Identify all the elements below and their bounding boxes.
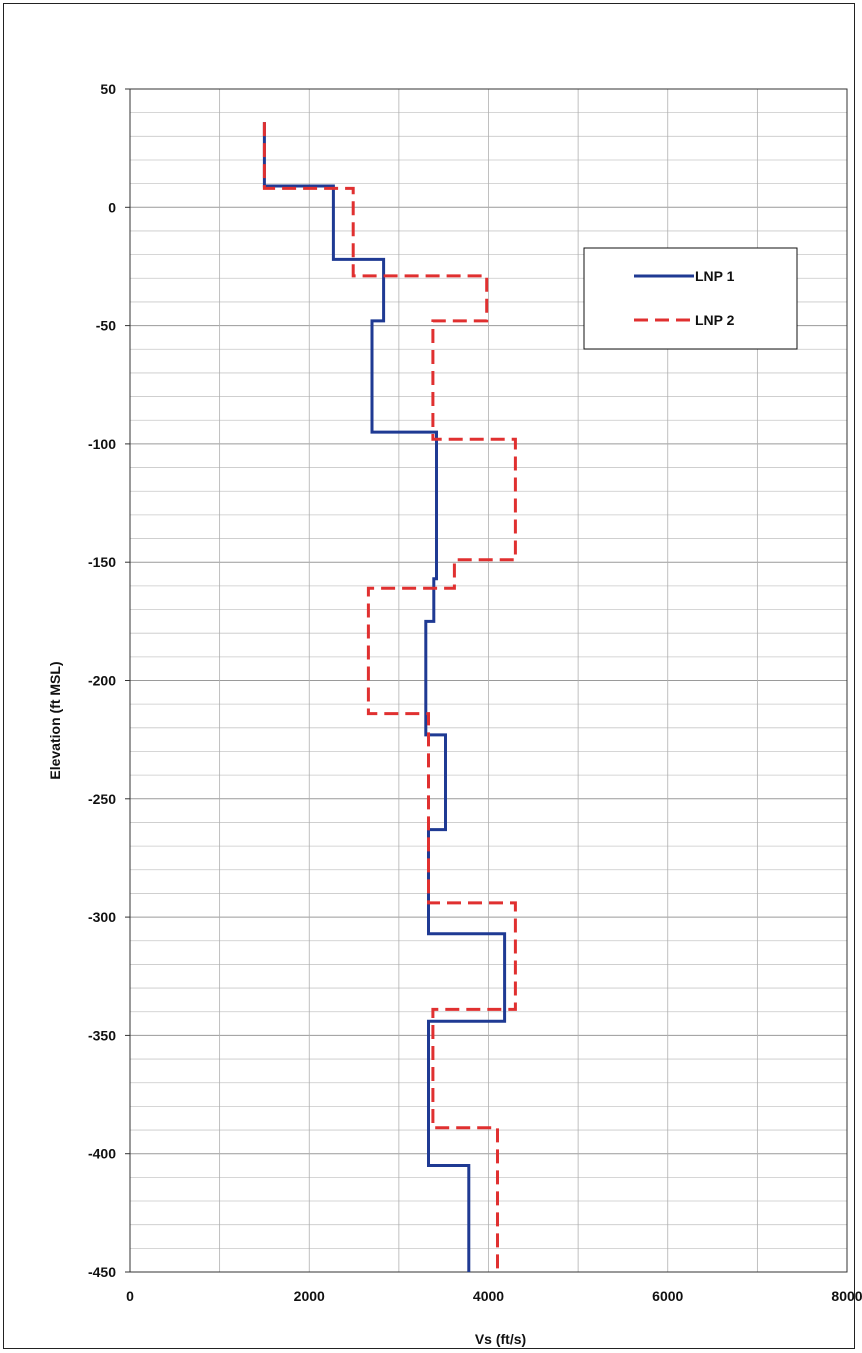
- x-tick-label: 0: [126, 1288, 134, 1304]
- y-tick-label: -400: [88, 1146, 116, 1162]
- y-tick-label: -50: [96, 318, 116, 334]
- y-tick-label: -200: [88, 673, 116, 689]
- legend: LNP 1 LNP 2: [583, 247, 798, 350]
- x-tick-label: 8000: [831, 1288, 862, 1304]
- x-tick-label: 2000: [294, 1288, 325, 1304]
- tick-labels: 50 0 -50 -100 -150 -200 -250 -300 -350 -400 -450 0 2…: [88, 81, 862, 1304]
- y-tick-label: -100: [88, 436, 116, 452]
- series-line-lnp1: [262, 122, 507, 1272]
- y-axis-title: Elevation (ft MSL): [47, 661, 63, 779]
- series-layer: [262, 122, 517, 1272]
- series-line-lnp2: [262, 122, 517, 1272]
- y-tick-label: 0: [108, 199, 116, 215]
- y-tick-label: -300: [88, 909, 116, 925]
- legend-label-lnp2: LNP 2: [695, 312, 735, 328]
- x-tick-label: 4000: [473, 1288, 504, 1304]
- legend-box: [583, 247, 798, 350]
- y-tick-label: -250: [88, 791, 116, 807]
- legend-label-lnp1: LNP 1: [695, 268, 735, 284]
- y-tick-label: 50: [100, 81, 116, 97]
- x-tick-label: 6000: [652, 1288, 683, 1304]
- y-tick-label: -350: [88, 1027, 116, 1043]
- y-tick-label: -150: [88, 554, 116, 570]
- y-tick-label: -450: [88, 1264, 116, 1280]
- x-axis-title: Vs (ft/s): [475, 1331, 526, 1347]
